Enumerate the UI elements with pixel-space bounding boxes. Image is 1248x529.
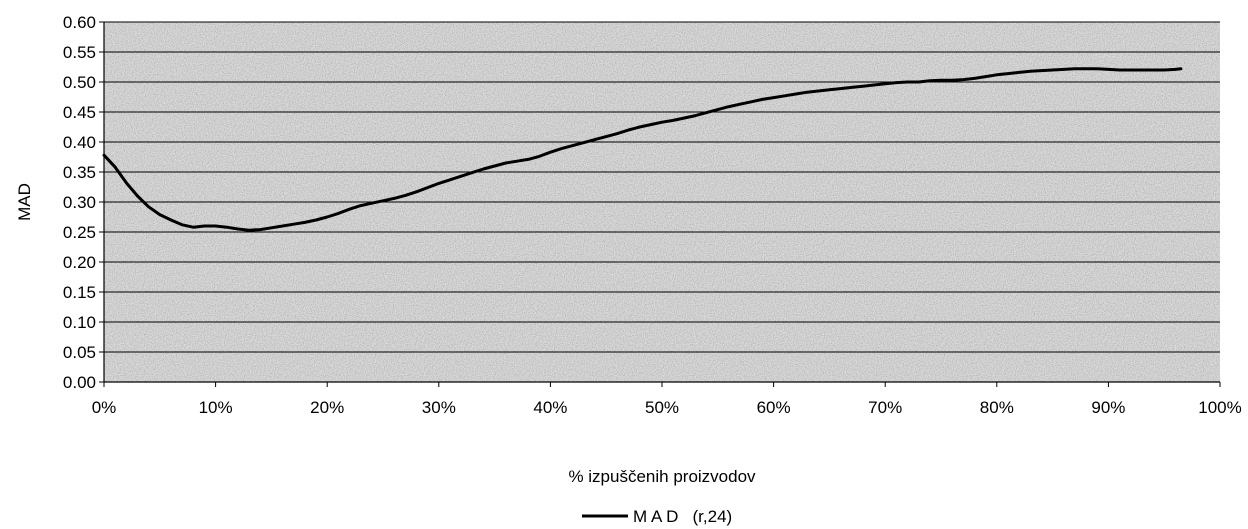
x-tick-label: 40% <box>533 398 567 417</box>
axes <box>103 22 1220 383</box>
x-tick-label: 10% <box>199 398 233 417</box>
y-tick-label: 0.50 <box>63 73 96 92</box>
y-tick-label: 0.00 <box>63 373 96 392</box>
y-tick-label: 0.55 <box>63 43 96 62</box>
y-tick-label: 0.45 <box>63 103 96 122</box>
x-tick-label: 50% <box>645 398 679 417</box>
x-tick-label: 70% <box>868 398 902 417</box>
x-tick-label: 90% <box>1091 398 1125 417</box>
y-tick-labels: 0.00 0.05 0.10 0.15 0.20 0.25 0.30 0.35 0.40 0.45… <box>63 13 96 392</box>
x-tick-label: 100% <box>1198 398 1241 417</box>
y-tick-label: 0.60 <box>63 13 96 32</box>
y-tick-label: 0.35 <box>63 163 96 182</box>
legend-label: M A D (r,24) <box>633 507 732 526</box>
x-tick-labels: 0% 10% 20% 30% 40% 50% 60% 70% 80% 90% 100% <box>92 398 1242 417</box>
y-tick-label: 0.20 <box>63 253 96 272</box>
x-tick-label: 60% <box>757 398 791 417</box>
y-tick-label: 0.05 <box>63 343 96 362</box>
y-tick-label: 0.15 <box>63 283 96 302</box>
x-tick-label: 0% <box>92 398 117 417</box>
x-tick-label: 80% <box>980 398 1014 417</box>
y-tick-label: 0.40 <box>63 133 96 152</box>
y-tick-label: 0.30 <box>63 193 96 212</box>
gridlines <box>99 21 1221 387</box>
x-axis-title: % izpuščenih proizvodov <box>568 467 756 486</box>
y-tick-label: 0.10 <box>63 313 96 332</box>
series-line <box>102 67 1183 232</box>
y-tick-label: 0.25 <box>63 223 96 242</box>
x-tick-label: 20% <box>310 398 344 417</box>
series-group <box>102 67 1183 232</box>
y-axis-title: MAD <box>15 183 34 221</box>
legend: M A D (r,24) <box>582 507 732 526</box>
x-tick-label: 30% <box>422 398 456 417</box>
